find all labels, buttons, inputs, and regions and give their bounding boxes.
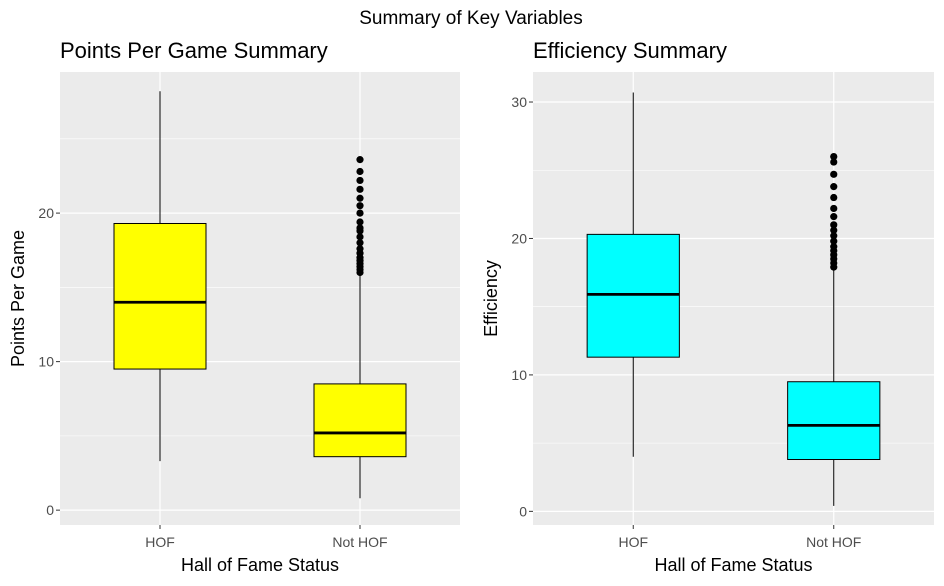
outlier-point [830, 221, 838, 229]
outlier-point [356, 156, 364, 164]
outlier-point [356, 209, 364, 217]
iqr-box [113, 222, 207, 370]
y-tick-label: 10 [38, 354, 54, 370]
box-hof [113, 91, 207, 462]
iqr-box [787, 381, 881, 461]
panel-title: Points Per Game Summary [60, 38, 328, 63]
outlier-point [830, 232, 838, 240]
outlier-point [356, 202, 364, 210]
outlier-point [830, 193, 838, 202]
y-tick-label: 20 [38, 205, 54, 221]
x-tick-label: Not HOF [806, 534, 861, 550]
y-axis-label: Points Per Game [8, 230, 28, 367]
outlier-point [356, 224, 364, 232]
outlier-point [356, 185, 364, 193]
outlier-point [356, 167, 364, 176]
outlier-point [356, 245, 364, 253]
box-hof [586, 92, 680, 457]
outlier-point [356, 194, 364, 202]
outlier-point [830, 226, 838, 234]
box-not-hof [313, 156, 407, 499]
outlier-point [830, 158, 838, 166]
outlier-point [356, 233, 364, 241]
x-axis-label: Hall of Fame Status [181, 555, 339, 575]
outlier-point [830, 213, 838, 221]
outlier-point [356, 218, 364, 226]
box-not-hof [787, 152, 881, 506]
y-tick-label: 0 [519, 503, 527, 519]
outlier-point [830, 170, 838, 178]
x-tick-label: Not HOF [332, 534, 387, 550]
x-axis-label: Hall of Fame Status [654, 555, 812, 575]
figure-title: Summary of Key Variables [359, 8, 583, 29]
y-tick-label: 20 [511, 230, 527, 246]
x-tick-label: HOF [618, 534, 648, 550]
outlier-point [830, 204, 838, 213]
outlier-point [830, 183, 838, 191]
outlier-point [356, 176, 364, 185]
outlier-point [830, 243, 838, 251]
y-tick-label: 0 [46, 502, 54, 518]
iqr-box [313, 383, 407, 458]
y-tick-label: 30 [511, 94, 527, 110]
panel-2: 0 10 20 30 HOF Not HOF Efficiency Summary Hall … [481, 38, 934, 575]
x-tick-label: HOF [145, 534, 175, 550]
outlier-point [830, 152, 838, 161]
y-axis-label: Efficiency [481, 260, 501, 337]
y-tick-label: 10 [511, 367, 527, 383]
panel-1: 0 10 20 HOF Not HOF Points Per Game Summary Ha… [8, 38, 460, 575]
outlier-point [356, 239, 364, 247]
outlier-point [830, 237, 838, 245]
panel-title: Efficiency Summary [533, 38, 727, 63]
